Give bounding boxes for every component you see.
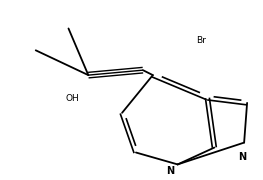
Text: OH: OH [65,94,79,103]
Text: N: N [238,152,246,163]
Text: N: N [166,166,174,176]
Text: Br: Br [196,36,206,45]
